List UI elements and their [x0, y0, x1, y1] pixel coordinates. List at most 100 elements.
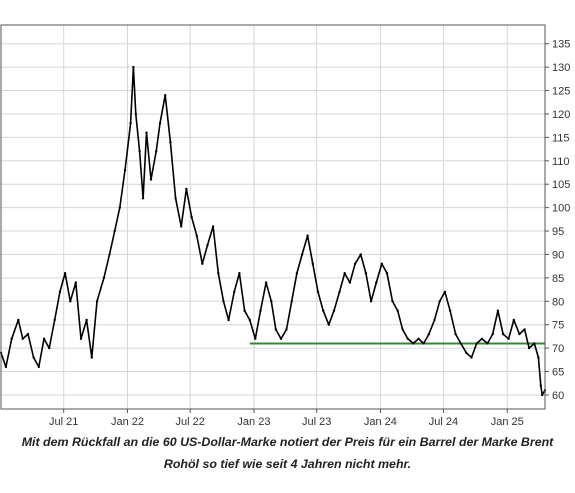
caption-line-2: Rohöl so tief wie seit 4 Jahren nicht me… [163, 457, 412, 471]
price-point [527, 346, 531, 350]
price-point [95, 300, 99, 303]
y-tick-label: 105 [552, 179, 570, 191]
price-point [470, 356, 473, 359]
y-tick-label: 100 [552, 203, 570, 215]
price-point [10, 337, 13, 340]
y-tick-label: 80 [552, 296, 564, 308]
price-point [279, 337, 283, 340]
price-point [164, 94, 167, 97]
price-point [427, 332, 431, 336]
price-point [248, 318, 251, 322]
price-point [254, 337, 257, 340]
price-point [180, 225, 183, 228]
price-point [417, 337, 420, 340]
price-point [311, 262, 314, 265]
price-point [375, 281, 378, 284]
price-point [37, 365, 40, 369]
price-point [541, 393, 544, 397]
price-point [201, 262, 204, 265]
y-tick-label: 95 [552, 226, 564, 238]
price-point [243, 309, 246, 312]
price-point [217, 272, 220, 275]
price-point [316, 290, 320, 294]
price-point [123, 169, 127, 172]
price-point [364, 272, 368, 275]
price-point [58, 290, 62, 294]
price-point [134, 112, 137, 116]
price-point [285, 328, 288, 331]
price-point [422, 342, 425, 345]
price-point [63, 272, 67, 275]
price-point [343, 272, 346, 275]
price-point [53, 318, 56, 322]
price-point [338, 290, 341, 294]
price-point [149, 178, 153, 181]
price-point [539, 384, 542, 387]
price-point [206, 243, 209, 247]
price-point [412, 342, 415, 345]
price-point [274, 328, 277, 331]
price-point [391, 300, 394, 303]
price-point [185, 187, 188, 191]
price-point [332, 309, 336, 312]
x-tick-label: Jul 23 [302, 416, 331, 428]
price-point [118, 206, 122, 209]
price-point [222, 300, 225, 303]
price-point [295, 272, 299, 275]
price-series-line [0, 66, 546, 396]
price-point [465, 351, 468, 354]
price-point [306, 234, 309, 237]
price-point [270, 300, 273, 303]
price-point [322, 309, 325, 312]
x-tick-label: Jan 25 [491, 416, 524, 428]
caption-line-1: Mit dem Rückfall an die 60 US-Dollar-Mar… [21, 435, 554, 449]
price-point [138, 150, 141, 153]
price-point [69, 300, 72, 303]
x-tick-label: Jan 22 [111, 416, 144, 428]
price-point [486, 342, 489, 345]
y-tick-label: 130 [552, 62, 570, 74]
price-point [129, 122, 132, 125]
price-point [145, 131, 148, 134]
price-point [42, 337, 46, 340]
x-tick-label: Jan 24 [364, 416, 397, 428]
price-point [518, 332, 521, 336]
price-point [353, 262, 357, 265]
price-point [348, 281, 352, 284]
price-point [259, 309, 262, 312]
price-point [459, 342, 462, 345]
gridlines [1, 25, 545, 409]
y-tick-label: 120 [552, 109, 570, 121]
y-axis: 60 65 70 75 80 85 90 95 100 105 110 115 120 125 130 135 [545, 39, 570, 402]
price-point [26, 332, 30, 336]
price-point [21, 337, 24, 340]
price-point [169, 140, 172, 144]
price-point [79, 337, 83, 340]
y-tick-label: 75 [552, 320, 564, 332]
price-point [155, 150, 158, 153]
price-point [290, 300, 293, 303]
x-tick-label: Jan 23 [237, 416, 270, 428]
y-tick-label: 125 [552, 86, 570, 98]
price-point [369, 300, 373, 303]
y-tick-label: 110 [552, 156, 570, 168]
chart-area: Jul 21 Jan 22 Jul 22 Jan 23 Jul 23 Jan 24 Jul … [0, 24, 570, 428]
price-point [190, 215, 193, 219]
price-point [17, 318, 20, 322]
price-point [496, 309, 500, 312]
price-point [32, 356, 35, 359]
price-point [85, 318, 88, 322]
price-point [533, 342, 536, 345]
price-point [523, 328, 526, 331]
price-point [300, 253, 304, 256]
price-point [475, 342, 478, 345]
price-point [108, 253, 111, 256]
chart-caption: Mit dem Rückfall an die 60 US-Dollar-Mar… [0, 431, 575, 475]
x-tick-label: Jul 22 [176, 416, 205, 428]
price-point [4, 365, 8, 369]
y-tick-label: 60 [552, 390, 564, 402]
price-point [132, 65, 135, 69]
price-point [537, 356, 540, 359]
price-point [443, 290, 447, 294]
price-point [327, 323, 330, 326]
